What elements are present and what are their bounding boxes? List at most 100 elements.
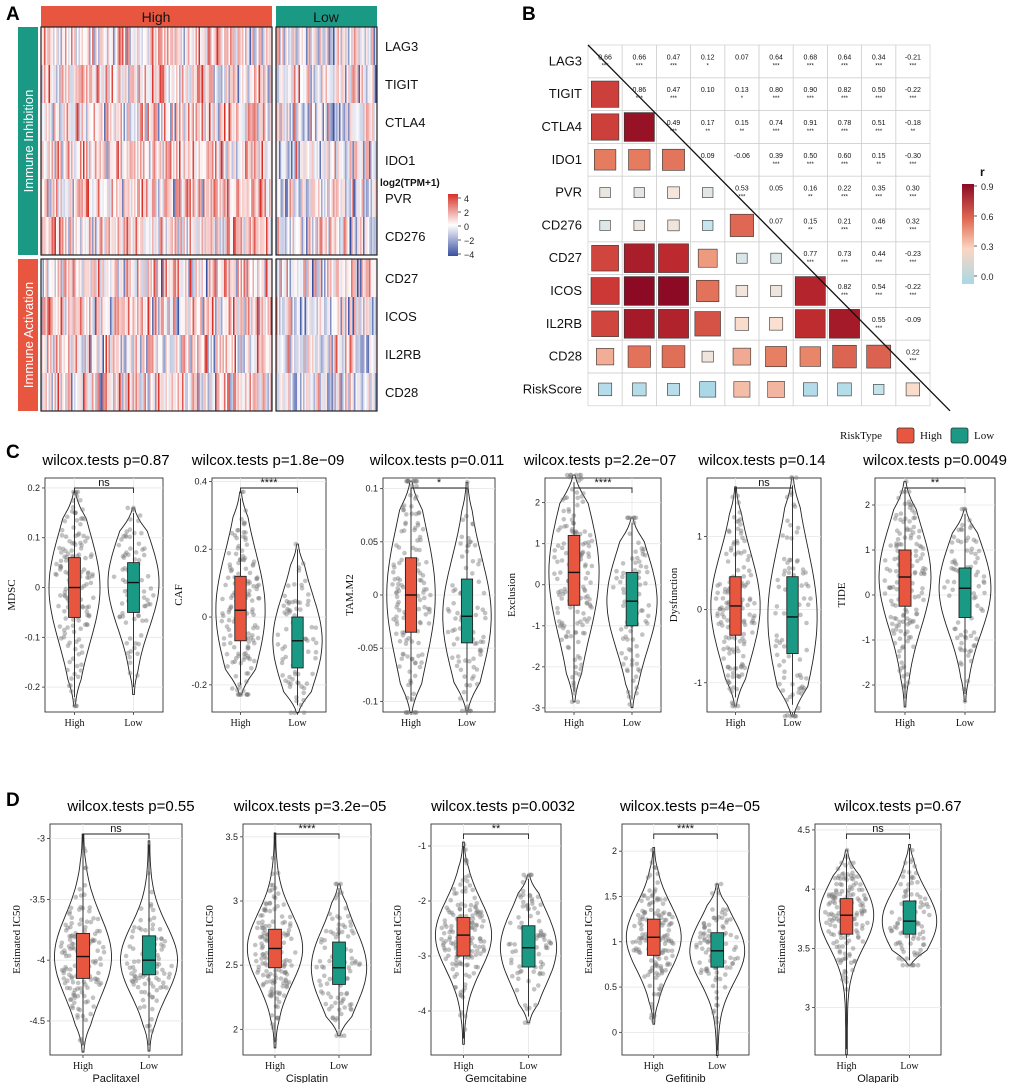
heatmap-cell-low-activation xyxy=(342,335,344,374)
heatmap-cell-high-inhibition xyxy=(56,217,58,256)
heatmap-cell-high-activation xyxy=(80,373,82,412)
heatmap-cell-low-inhibition xyxy=(292,217,295,256)
heatmap-cell-high-activation xyxy=(69,373,72,412)
heatmap-cell-low-activation xyxy=(331,259,334,298)
data-point xyxy=(394,614,399,620)
heatmap-cell-high-activation xyxy=(126,259,129,298)
heatmap-cell-high-activation xyxy=(255,297,258,336)
data-point xyxy=(67,972,72,978)
heatmap-cell-high-activation xyxy=(213,259,216,298)
heatmap-cell-low-inhibition xyxy=(283,103,286,142)
data-point xyxy=(251,625,256,631)
violin-low xyxy=(120,840,178,1052)
x-axis-label: Paclitaxel xyxy=(92,1073,139,1083)
heatmap-cell-high-inhibition xyxy=(125,103,127,142)
heatmap-cell-low-inhibition xyxy=(295,65,298,104)
data-point xyxy=(304,681,310,686)
heatmap-cell-low-inhibition xyxy=(291,65,293,104)
data-point xyxy=(478,939,484,944)
heatmap-cell-low-activation xyxy=(291,297,293,336)
data-point xyxy=(397,639,403,644)
data-point xyxy=(65,551,71,556)
y-tick-label: 0.05 xyxy=(360,537,378,547)
data-point xyxy=(241,530,247,535)
data-point xyxy=(275,632,281,638)
heatmap-cell-high-activation xyxy=(147,335,150,374)
heatmap-cell-low-inhibition xyxy=(301,217,304,256)
heatmap-cell-high-inhibition xyxy=(102,103,105,142)
heatmap-cell-low-activation xyxy=(328,259,331,298)
box-low xyxy=(958,567,972,618)
y-tick-label: -0.1 xyxy=(362,696,378,706)
data-point xyxy=(236,692,241,697)
heatmap-cell-high-inhibition xyxy=(72,217,75,256)
heatmap-cell-high-inhibition xyxy=(257,217,259,256)
heatmap-cell-low-inhibition xyxy=(357,65,359,104)
data-point xyxy=(520,888,526,894)
heatmap-cell-low-activation xyxy=(316,259,319,298)
correlation-square xyxy=(658,276,689,306)
data-point xyxy=(727,686,732,691)
heatmap-cell-high-activation xyxy=(68,373,70,412)
heatmap-cell-high-inhibition xyxy=(206,103,208,142)
heatmap-cell-high-inhibition xyxy=(119,217,121,256)
data-point xyxy=(587,602,593,607)
heatmap-cell-high-inhibition xyxy=(168,179,171,218)
data-point xyxy=(464,708,470,714)
heatmap-cell-high-inhibition xyxy=(209,103,211,142)
heatmap-cell-high-inhibition xyxy=(249,65,252,104)
data-point xyxy=(907,620,912,626)
data-point xyxy=(71,990,76,996)
heatmap-cell-low-inhibition xyxy=(288,179,290,218)
data-point xyxy=(406,682,411,688)
heatmap-cell-low-inhibition xyxy=(358,103,361,142)
data-point xyxy=(220,611,225,616)
heatmap-cell-high-activation xyxy=(230,297,232,336)
data-point xyxy=(483,615,488,621)
heatmap-cell-high-activation xyxy=(74,297,76,336)
data-point xyxy=(401,584,406,590)
heatmap-cell-low-inhibition xyxy=(364,179,367,218)
heatmap-cell-high-inhibition xyxy=(135,141,138,180)
heatmap-cell-high-inhibition xyxy=(135,27,138,66)
data-point xyxy=(624,667,630,673)
data-point xyxy=(243,535,248,540)
heatmap-cell-high-inhibition xyxy=(50,141,52,180)
heatmap-cell-high-inhibition xyxy=(189,103,192,142)
heatmap-cell-low-activation xyxy=(337,297,340,336)
data-point xyxy=(59,527,65,533)
heatmap-cell-high-activation xyxy=(45,297,48,336)
data-point xyxy=(88,1011,93,1017)
heatmap-cell-high-inhibition xyxy=(191,141,193,180)
heatmap-cell-high-inhibition xyxy=(71,217,73,256)
heatmap-cell-high-inhibition xyxy=(150,217,153,256)
data-point xyxy=(85,535,90,541)
data-point xyxy=(277,991,282,997)
heatmap-cell-high-inhibition xyxy=(60,27,63,66)
heatmap-cell-high-activation xyxy=(63,373,66,412)
data-point xyxy=(63,586,69,592)
data-point xyxy=(139,577,144,583)
data-point xyxy=(463,982,468,987)
data-point xyxy=(260,944,266,949)
heatmap-cell-high-activation xyxy=(228,335,231,374)
heatmap-cell-high-activation xyxy=(192,259,195,298)
heatmap-cell-high-activation xyxy=(248,373,250,412)
data-point xyxy=(236,653,241,659)
heatmap-cell-high-inhibition xyxy=(135,179,138,218)
correlation-coefficient: -0.18 xyxy=(905,120,921,127)
heatmap-cell-low-activation xyxy=(340,373,343,412)
heatmap-cell-high-inhibition xyxy=(260,217,262,256)
correlation-legend-tick-label: 0.3 xyxy=(981,242,994,252)
heatmap-cell-high-inhibition xyxy=(266,65,268,104)
data-point xyxy=(287,674,292,680)
heatmap-cell-high-inhibition xyxy=(122,65,124,104)
data-point xyxy=(124,641,130,646)
heatmap-cell-high-activation xyxy=(54,297,57,336)
data-point xyxy=(323,1001,329,1007)
heatmap-cell-low-inhibition xyxy=(316,217,319,256)
data-point xyxy=(58,593,63,598)
heatmap-cell-low-inhibition xyxy=(292,65,295,104)
heatmap-cell-high-inhibition xyxy=(68,141,70,180)
heatmap-cell-high-inhibition xyxy=(138,27,141,66)
